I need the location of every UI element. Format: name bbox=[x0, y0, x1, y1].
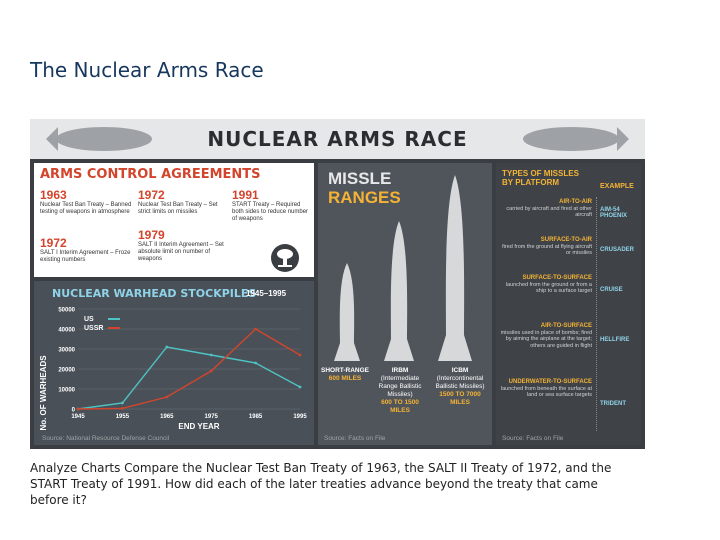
chart-y-label: No. OF WARHEADS bbox=[39, 355, 48, 431]
chart-x-tick: 1995 bbox=[293, 414, 307, 420]
chart-x-tick: 1955 bbox=[116, 414, 130, 420]
chart-y-tick: 0 bbox=[72, 408, 76, 414]
infographic: NUCLEAR ARMS RACE ARMS CONTROL AGREEMENT… bbox=[30, 119, 645, 449]
irbm-missile-icon bbox=[384, 221, 414, 361]
bomb-right-icon bbox=[523, 127, 629, 151]
arms-control-heading: ARMS CONTROL AGREEMENTS bbox=[40, 167, 261, 182]
data-point-ussr bbox=[121, 407, 124, 410]
caption: Analyze Charts Compare the Nuclear Test … bbox=[30, 461, 612, 507]
type-row-underwater-to-surface: UNDERWATER-TO-SURFACE launched from bene… bbox=[500, 379, 592, 398]
data-point-us bbox=[298, 385, 302, 389]
type-example-surface-to-surface: CRUISE bbox=[600, 287, 623, 293]
missile-irbm: IRBM (Intermediate Range Ballistic Missi… bbox=[378, 367, 422, 414]
chart-x-tick: 1965 bbox=[160, 414, 174, 420]
data-point-us bbox=[121, 401, 124, 405]
legend-label-us: US bbox=[84, 316, 94, 323]
missile-ranges-heading: MISSLE RANGES bbox=[328, 169, 401, 207]
chart-x-tick: 1985 bbox=[249, 414, 263, 420]
treaty-1991: 1991 START Treaty – Required both sides … bbox=[232, 188, 309, 223]
short-range-missile-icon bbox=[334, 263, 360, 361]
stockpiles-range: 1945–1995 bbox=[246, 289, 287, 298]
chart-x-tick: 1975 bbox=[205, 414, 219, 420]
chart-x-label: END YEAR bbox=[178, 422, 219, 431]
type-example-underwater-to-surface: TRIDENT bbox=[600, 401, 626, 407]
type-example-surface-to-air: CRUSADER bbox=[600, 247, 635, 253]
type-row-air-to-surface: AIR-TO-SURFACE missiles used in place of… bbox=[500, 323, 592, 349]
missile-types-example-label: EXAMPLE bbox=[600, 183, 634, 190]
data-point-us bbox=[209, 353, 213, 357]
arms-control-panel: ARMS CONTROL AGREEMENTS 1963 Nuclear Tes… bbox=[34, 163, 314, 277]
data-point-ussr bbox=[209, 369, 213, 373]
chart-y-tick: 10000 bbox=[58, 388, 75, 394]
stockpiles-source: Source: National Resource Defense Counci… bbox=[42, 435, 170, 442]
type-row-air-to-air: AIR-TO-AIR carried by aircraft and fired… bbox=[506, 199, 592, 218]
data-point-ussr bbox=[298, 353, 302, 357]
missile-ranges-panel: MISSLE RANGES SHORT-RANGE 600 MILES IRBM… bbox=[318, 163, 492, 445]
treaty-1963: 1963 Nuclear Test Ban Treaty – Banned te… bbox=[40, 188, 132, 216]
types-divider bbox=[596, 197, 597, 431]
stockpile-chart: 0 10000 20000 30000 40000 50000 1945 1955 1965 1… bbox=[39, 308, 307, 432]
data-point-us bbox=[254, 361, 257, 365]
stockpiles-panel: NUCLEAR WARHEAD STOCKPILES 1945–1995 0 10… bbox=[34, 281, 314, 445]
type-example-air-to-air: AIM-54 PHOENIX bbox=[600, 207, 628, 219]
type-row-surface-to-air: SURFACE-TO-AIR fired from the ground at … bbox=[502, 237, 592, 256]
chart-y-tick: 50000 bbox=[58, 308, 75, 314]
types-source: Source: Facts on File bbox=[502, 435, 564, 442]
treaty-1979: 1979 SALT II Interim Agreement – Set abs… bbox=[138, 228, 224, 263]
mushroom-cloud-icon bbox=[271, 244, 299, 272]
series-line-us bbox=[77, 346, 301, 410]
chart-y-tick: 20000 bbox=[58, 368, 75, 374]
missile-short-range: SHORT-RANGE 600 MILES bbox=[320, 367, 370, 382]
type-example-air-to-surface: HELLFIRE bbox=[600, 337, 630, 343]
stockpiles-heading: NUCLEAR WARHEAD STOCKPILES bbox=[52, 287, 257, 300]
missiles-source: Source: Facts on File bbox=[324, 435, 386, 442]
chart-y-tick: 30000 bbox=[58, 348, 75, 354]
data-point-us bbox=[165, 345, 169, 349]
treaty-1972-test-ban: 1972 Nuclear Test Ban Treaty – Set stric… bbox=[138, 188, 218, 216]
data-point-ussr bbox=[254, 327, 257, 331]
icbm-missile-icon bbox=[438, 175, 472, 361]
type-row-surface-to-surface: SURFACE-TO-SURFACE launched from the gro… bbox=[505, 275, 592, 294]
chart-x-tick: 1945 bbox=[71, 414, 85, 420]
legend-label-ussr: USSR bbox=[84, 325, 103, 332]
infographic-title: NUCLEAR ARMS RACE bbox=[207, 127, 468, 151]
data-point-ussr bbox=[76, 407, 80, 411]
data-point-ussr bbox=[165, 395, 169, 399]
missile-icbm: ICBM (Intercontinental Ballistic Missile… bbox=[435, 367, 485, 406]
missile-types-panel: TYPES OF MISSLES BY PLATFORM EXAMPLE AIR… bbox=[496, 163, 641, 445]
series-line-ussr bbox=[77, 328, 301, 410]
chart-y-tick: 40000 bbox=[58, 328, 75, 334]
bomb-left-icon bbox=[46, 127, 152, 151]
treaty-1972-salt: 1972 SALT I Interim Agreement – Froze ex… bbox=[40, 236, 131, 264]
slide-title: The Nuclear Arms Race bbox=[30, 58, 264, 82]
missile-types-heading: TYPES OF MISSLES BY PLATFORM bbox=[502, 169, 579, 187]
